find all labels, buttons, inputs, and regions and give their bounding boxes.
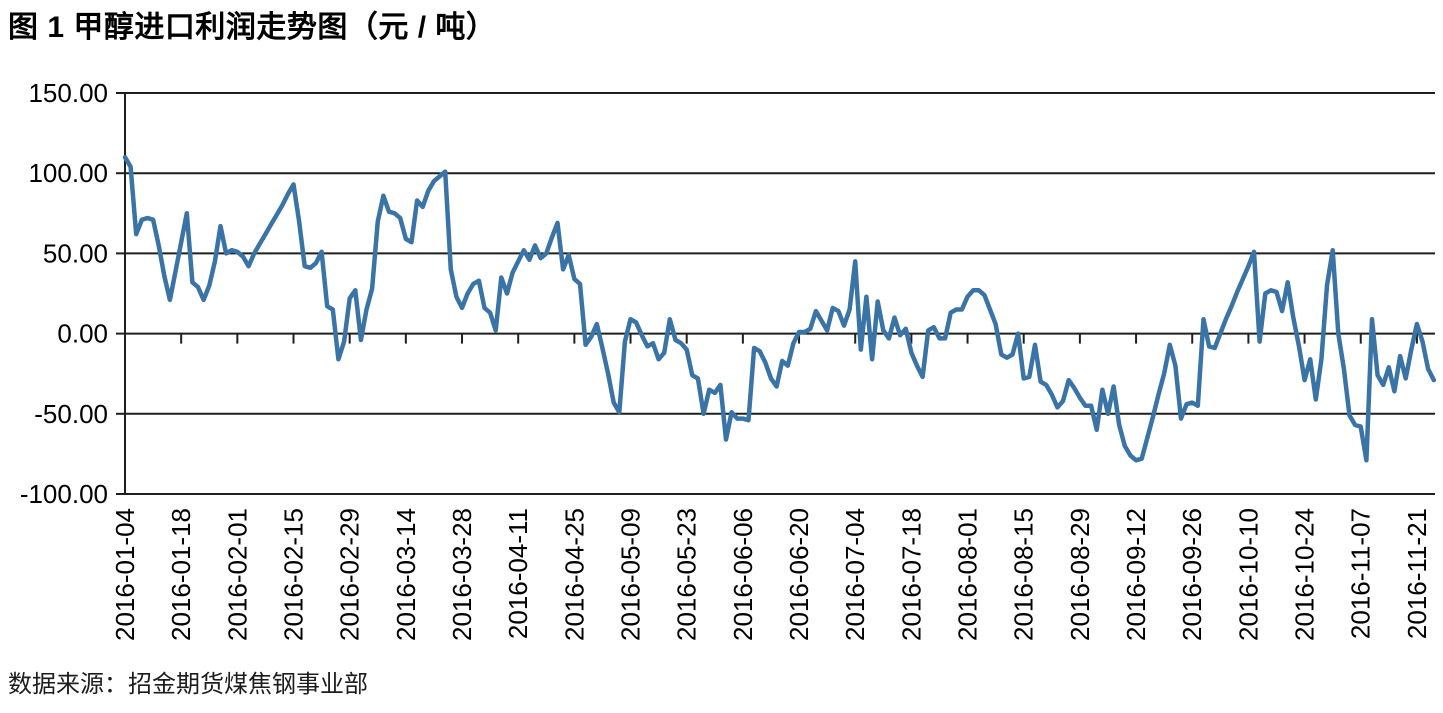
x-axis-label: 2016-02-15 bbox=[279, 508, 309, 641]
x-axis-label: 2016-08-15 bbox=[1009, 508, 1039, 641]
x-axis-label: 2016-06-06 bbox=[728, 508, 758, 641]
y-axis-label: -100.00 bbox=[20, 479, 108, 509]
y-axis-label: 150.00 bbox=[28, 78, 108, 108]
y-axis-label: -50.00 bbox=[34, 399, 108, 429]
x-axis-label: 2016-09-12 bbox=[1121, 508, 1151, 641]
source-note: 数据来源：招金期货煤焦钢事业部 bbox=[8, 672, 368, 698]
x-axis-label: 2016-03-28 bbox=[447, 508, 477, 641]
x-axis-label: 2016-01-04 bbox=[110, 508, 140, 641]
x-axis-label: 2016-01-18 bbox=[166, 508, 196, 641]
x-axis-label: 2016-09-26 bbox=[1177, 508, 1207, 641]
x-axis-label: 2016-05-23 bbox=[672, 508, 702, 641]
x-axis-label: 2016-08-29 bbox=[1065, 508, 1095, 641]
x-axis-label: 2016-11-21 bbox=[1402, 508, 1432, 639]
y-axis-label: 50.00 bbox=[43, 238, 108, 268]
x-axis-label: 2016-08-01 bbox=[953, 508, 983, 641]
x-axis-label: 2016-07-04 bbox=[840, 508, 870, 641]
x-axis-label: 2016-04-25 bbox=[559, 508, 589, 641]
x-axis-label: 2016-11-07 bbox=[1346, 508, 1376, 639]
x-axis-label: 2016-03-14 bbox=[391, 508, 421, 641]
x-axis-label: 2016-05-09 bbox=[616, 508, 646, 641]
x-axis-label: 2016-10-24 bbox=[1290, 508, 1320, 641]
y-axis-label: 0.00 bbox=[57, 319, 108, 349]
y-axis-label: 100.00 bbox=[28, 158, 108, 188]
x-axis-label: 2016-10-10 bbox=[1233, 508, 1263, 641]
x-axis-label: 2016-06-20 bbox=[784, 508, 814, 641]
profit-line bbox=[122, 154, 1437, 463]
x-axis-label: 2016-02-01 bbox=[222, 508, 252, 641]
x-axis-label: 2016-07-18 bbox=[896, 508, 926, 641]
x-axis-label: 2016-02-29 bbox=[335, 508, 365, 641]
page-title: 图 1 甲醇进口利润走势图（元 / 吨） bbox=[8, 11, 497, 44]
x-axis-label: 2016-04-11 bbox=[503, 508, 533, 639]
